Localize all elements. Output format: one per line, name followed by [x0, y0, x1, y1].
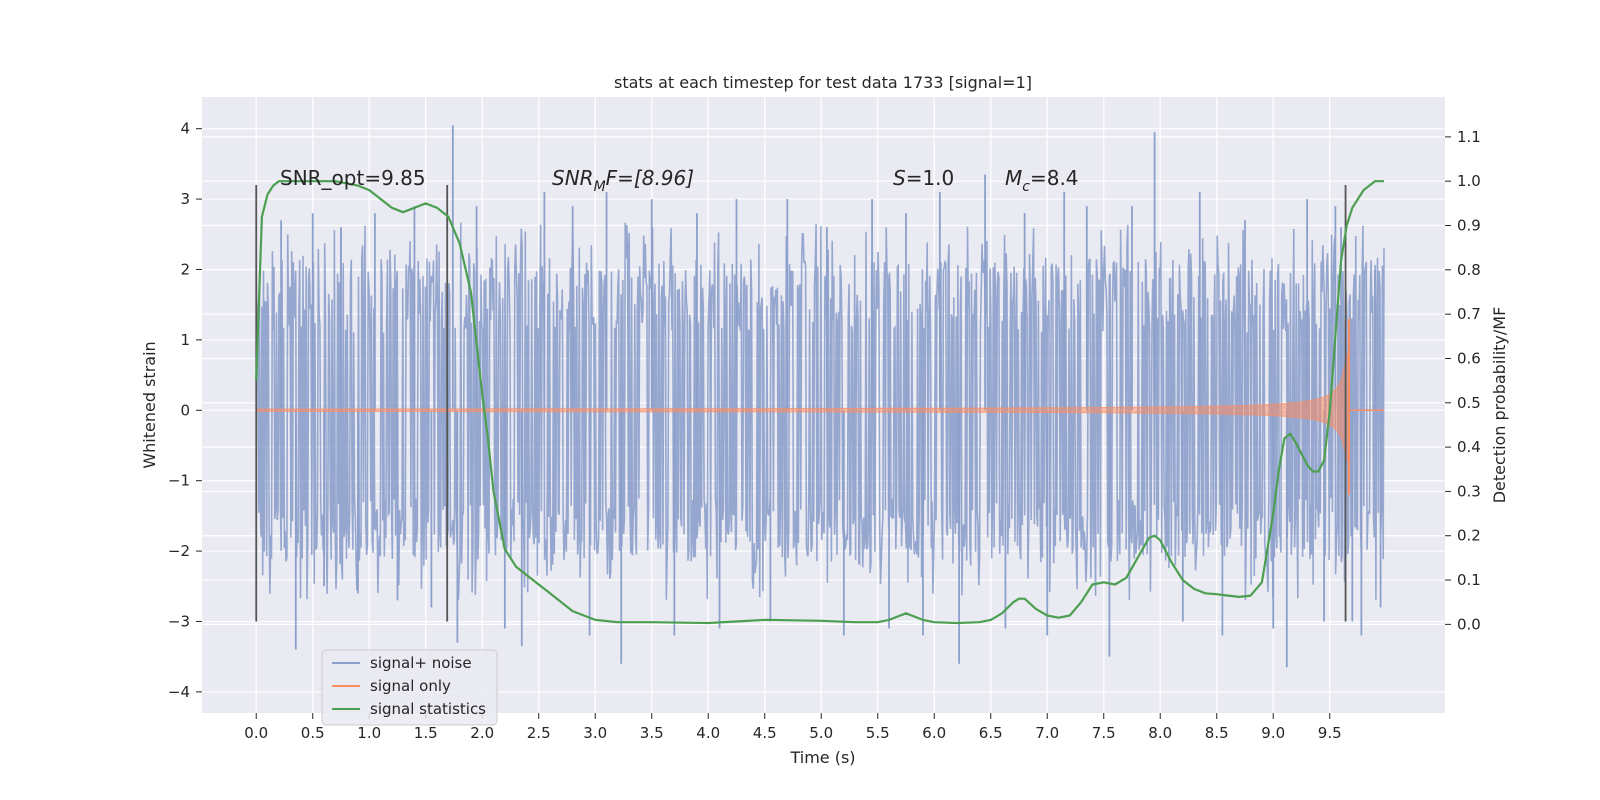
- y-right-tick-label: 0.8: [1457, 261, 1481, 279]
- legend: signal+ noise signal only signal statist…: [321, 649, 498, 726]
- y-right-tick-label: 1.1: [1457, 128, 1481, 146]
- y-left-tick-label: 4: [180, 120, 190, 138]
- x-tick-label: 3.5: [640, 724, 664, 742]
- x-tick-label: 1.0: [357, 724, 381, 742]
- x-tick-label: 2.0: [470, 724, 494, 742]
- annotation-snr-mf-rest: F=[8.96]: [606, 166, 694, 190]
- x-tick-label: 7.0: [1035, 724, 1059, 742]
- chart-title: stats at each timestep for test data 173…: [614, 73, 1032, 92]
- y-right-tick-label: 0.9: [1457, 217, 1481, 235]
- annotation-mc-sub: c: [1022, 179, 1030, 195]
- y-left-tick-label: 0: [180, 401, 190, 419]
- annotation-snr-opt: SNR_opt=9.85: [280, 166, 426, 190]
- y-right-tick-label: 0.6: [1457, 349, 1481, 367]
- signal-statistics-series: [255, 180, 1384, 625]
- x-tick-label: 3.0: [583, 724, 607, 742]
- legend-label-signal-noise: signal+ noise: [370, 654, 472, 672]
- annotation-s-val: =1.0: [906, 166, 955, 190]
- legend-label-signal-only: signal only: [370, 677, 451, 695]
- y-right-tick-label: 0.2: [1457, 527, 1481, 545]
- x-tick-label: 8.0: [1148, 724, 1172, 742]
- x-tick-label: 6.5: [979, 724, 1003, 742]
- y-right-tick-label: 1.0: [1457, 172, 1481, 190]
- x-tick-label: 9.0: [1261, 724, 1285, 742]
- signal-only-series: [255, 318, 1384, 495]
- y-left-axis-label: Whitened strain: [140, 341, 159, 468]
- x-axis-label: Time (s): [789, 748, 855, 767]
- x-tick-label: 0.0: [244, 724, 268, 742]
- y-left-tick-label: 1: [180, 331, 190, 349]
- x-tick-label: 9.5: [1318, 724, 1342, 742]
- signal-noise-series: [255, 125, 1385, 668]
- annotation-mc-val: =8.4: [1030, 166, 1079, 190]
- annotation-mc-var: M: [1005, 166, 1022, 190]
- x-tick-label: 6.0: [922, 724, 946, 742]
- annotation-mc: Mc=8.4: [1005, 166, 1079, 195]
- y-left-tick-label: 2: [180, 260, 190, 278]
- y-left-tick-label: −4: [168, 683, 190, 701]
- y-right-tick-label: 0.0: [1457, 615, 1481, 633]
- x-tick-label: 8.5: [1205, 724, 1229, 742]
- annotation-snr-mf-sub: M: [594, 179, 606, 195]
- x-tick-label: 5.5: [866, 724, 890, 742]
- legend-label-signal-statistics: signal statistics: [370, 700, 486, 718]
- annotation-s: S=1.0: [893, 166, 954, 190]
- x-axis-ticks: 0.0 0.5 1.0 1.5 2.0 2.5 3.0 3.5 4.0 4.5 5.0 5.5 6.0 6…: [244, 713, 1342, 742]
- signal-noise-trace: [255, 222, 1385, 601]
- y-left-tick-label: −1: [168, 472, 190, 490]
- signal-statistics-line: [255, 180, 1384, 625]
- vertical-markers: [255, 185, 1347, 622]
- y-right-tick-label: 0.1: [1457, 571, 1481, 589]
- x-tick-label: 7.5: [1092, 724, 1116, 742]
- y-right-tick-label: 0.4: [1457, 438, 1481, 456]
- x-tick-label: 4.5: [753, 724, 777, 742]
- y-left-tick-label: −3: [168, 612, 190, 630]
- x-tick-label: 0.5: [301, 724, 325, 742]
- y-right-tick-label: 0.3: [1457, 482, 1481, 500]
- y-left-axis-ticks: −4 −3 −2 −1 0 1 2 3 4: [168, 120, 202, 701]
- legend-box: [321, 649, 498, 726]
- y-right-axis-ticks: 0.0 0.1 0.2 0.3 0.4 0.5 0.6 0.7 0.8 0.9 1.0 1.1: [1445, 128, 1481, 633]
- y-left-tick-label: −2: [168, 542, 190, 560]
- annotation-snr-mf-base: SNR: [552, 166, 594, 190]
- x-tick-label: 5.0: [809, 724, 833, 742]
- annotation-s-var: S: [893, 166, 906, 190]
- annotation-snr-mf: SNRMF=[8.96]: [552, 166, 694, 195]
- y-right-tick-label: 0.5: [1457, 394, 1481, 412]
- y-right-axis-label: Detection probability/MF: [1490, 307, 1509, 504]
- y-left-tick-label: 3: [180, 190, 190, 208]
- x-tick-label: 4.0: [696, 724, 720, 742]
- x-tick-label: 2.5: [527, 724, 551, 742]
- y-right-tick-label: 0.7: [1457, 305, 1481, 323]
- x-tick-label: 1.5: [414, 724, 438, 742]
